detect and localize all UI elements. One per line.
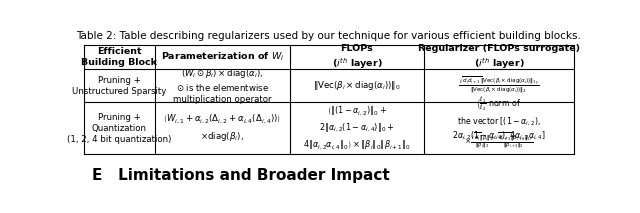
Text: Pruning +
Quantization
(1, 2, 4 bit quantization): Pruning + Quantization (1, 2, 4 bit quan… [67,112,172,144]
Text: Pruning +
Unstructured Sparsity: Pruning + Unstructured Sparsity [72,76,166,96]
Text: Table 2: Table describing regularizers used by our technique for various efficie: Table 2: Table describing regularizers u… [76,31,580,41]
Text: $\left(\frac{\ell_1}{\ell_2}\right.$ norm of
the vector $[(1-\alpha_{i,2}),$
$2\: $\left(\frac{\ell_1}{\ell_2}\right.$ nor… [452,95,546,142]
Text: $\left(W_{i,1} + \alpha_{i,2}(\Delta_{i,2} + \alpha_{i,4}(\Delta_{i,4}))\right)$: $\left(W_{i,1} + \alpha_{i,2}(\Delta_{i,… [163,113,282,143]
Text: $\frac{\sqrt{d_i d_{i+1}}\|\mathrm{Vec}(\beta_i \times \mathrm{diag}(\alpha_i))\: $\frac{\sqrt{d_i d_{i+1}}\|\mathrm{Vec}(… [458,75,540,96]
Text: Regularizer (FLOPs surrogate)
($i^{th}$ layer): Regularizer (FLOPs surrogate) ($i^{th}$ … [418,44,580,71]
Text: Parameterization of $W_i$: Parameterization of $W_i$ [161,51,284,63]
Text: $\left(\|(1 - \alpha_{i,2})\|_0 +\right.$
$2\|\alpha_{i,2}(1 - \alpha_{i,4})\|_0: $\left(\|(1 - \alpha_{i,2})\|_0 +\right.… [303,104,411,152]
Text: $\times\frac{\sqrt{d_i}\|\beta_i\|_{1_P}}{\|\beta_i\|_2} \frac{\sqrt{d_{i+1}}\|\: $\times\frac{\sqrt{d_i}\|\beta_i\|_{1_P}… [464,132,533,151]
Text: Efficient
Building Block: Efficient Building Block [81,47,157,67]
Text: $\|\mathrm{Vec}(\beta_i \times \mathrm{diag}(\alpha_i))\|_0$: $\|\mathrm{Vec}(\beta_i \times \mathrm{d… [313,79,401,92]
Text: FLOPs
($i^{th}$ layer): FLOPs ($i^{th}$ layer) [332,44,382,71]
Text: E   Limitations and Broader Impact: E Limitations and Broader Impact [92,168,390,183]
Text: $(W_i \odot \beta_i) \times \mathrm{diag}(\alpha_i),$
$\odot$ is the elementwise: $(W_i \odot \beta_i) \times \mathrm{diag… [173,67,271,105]
